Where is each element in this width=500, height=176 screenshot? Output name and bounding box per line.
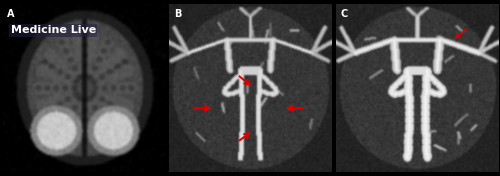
- Text: A: A: [8, 9, 15, 19]
- Text: B: B: [174, 9, 181, 19]
- Text: Medicine Live: Medicine Live: [10, 26, 96, 36]
- Text: C: C: [340, 9, 347, 19]
